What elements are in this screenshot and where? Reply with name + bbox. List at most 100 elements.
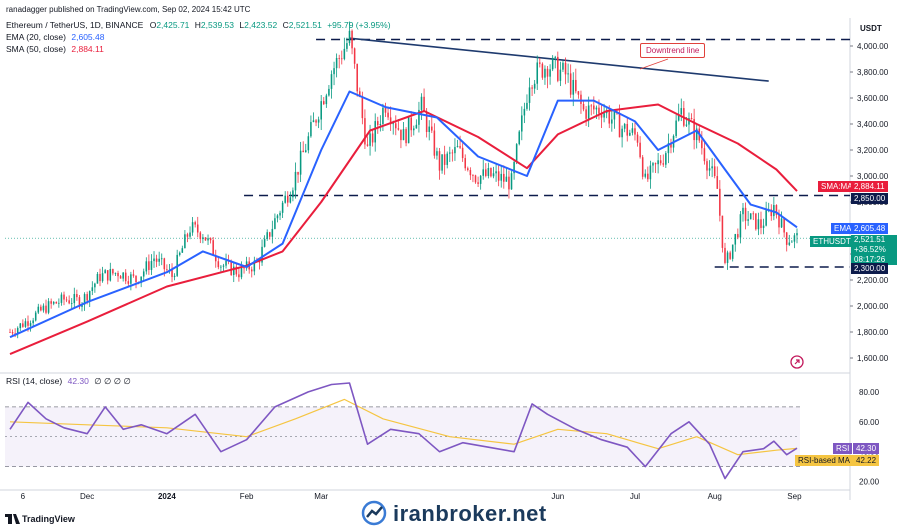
candle-down (45, 305, 47, 313)
candle-up (436, 151, 438, 156)
candle-down (729, 252, 731, 259)
candle-down (315, 120, 317, 123)
candle-down (397, 128, 400, 130)
candle-down (410, 117, 412, 131)
candle-down (204, 237, 207, 241)
candle-up (32, 320, 34, 324)
candle-down (469, 170, 472, 176)
candle-up (479, 175, 482, 184)
candle-up (261, 246, 263, 263)
candle-down (641, 157, 644, 177)
candle-down (14, 333, 16, 335)
candle-down (65, 299, 68, 301)
candle-up (510, 173, 513, 190)
candle-down (400, 129, 402, 141)
candle-down (99, 273, 101, 282)
candle-up (492, 173, 495, 177)
candle-down (135, 275, 137, 283)
candle-down (443, 154, 446, 165)
candle-up (184, 234, 186, 249)
candle-up (24, 321, 27, 327)
candle-up (379, 123, 382, 126)
candle-up (695, 128, 698, 141)
candle-up (675, 120, 677, 136)
candle-down (356, 63, 358, 92)
rsi-legend-value: 42.30 (67, 376, 89, 386)
candle-up (276, 215, 279, 219)
candle-down (485, 169, 487, 176)
candle-up (83, 294, 86, 305)
candle-down (186, 234, 189, 237)
candle-up (515, 144, 518, 162)
candle-up (747, 219, 749, 221)
candle-up (644, 173, 647, 177)
candle-down (364, 118, 366, 145)
time-tick-label: Dec (80, 492, 94, 501)
candle-up (220, 266, 222, 268)
candle-down (497, 171, 500, 181)
indicator-settings-icon[interactable] (790, 355, 804, 369)
candle-up (328, 88, 330, 96)
candle-down (783, 218, 785, 233)
candle-down (785, 232, 788, 245)
candle-down (752, 213, 755, 215)
ema-legend[interactable]: EMA (20, close) 2,605.48 (6, 32, 104, 42)
candle-up (739, 214, 742, 238)
candle-up (446, 153, 449, 165)
candle-up (202, 237, 204, 240)
candle-up (726, 252, 729, 263)
candle-down (590, 105, 593, 107)
candle-up (266, 232, 268, 239)
candle-up (173, 275, 176, 277)
candle-down (250, 269, 253, 272)
candle-down (755, 213, 757, 230)
candle-down (508, 176, 510, 190)
candle-down (490, 168, 492, 177)
candle-up (665, 153, 667, 165)
candle-up (271, 228, 274, 237)
rsi-ma-value-tag: 42.22 (853, 455, 880, 466)
candle-down (425, 111, 428, 132)
candle-down (297, 171, 299, 175)
candle-up (158, 258, 160, 262)
last-price-box: 2,521.51 +36.52% 08:17:26 (851, 235, 897, 265)
candle-up (788, 242, 791, 245)
candle-up (528, 87, 531, 103)
candle-down (112, 269, 114, 274)
candle-up (762, 225, 765, 228)
currency-label[interactable]: USDT (860, 24, 882, 33)
symbol-legend[interactable]: Ethereum / TetherUS, 1D, BINANCE O2,425.… (6, 20, 391, 30)
candle-up (621, 128, 623, 138)
candle-down (196, 224, 199, 233)
candle-down (477, 182, 479, 184)
rsi-panel (5, 406, 800, 468)
price-tick-label: 1,600.00 (857, 354, 889, 363)
candle-up (652, 163, 654, 166)
sma50-line (9, 103, 798, 356)
candle-down (371, 133, 374, 143)
last-price: 2,521.51 (854, 235, 886, 244)
candle-up (178, 252, 181, 255)
candle-up (454, 147, 456, 154)
time-tick-label: Sep (787, 492, 802, 501)
candle-up (225, 260, 227, 266)
candle-down (230, 261, 232, 276)
candle-up (611, 119, 613, 124)
rsi-legend[interactable]: RSI (14, close) 42.30 ∅ ∅ ∅ ∅ (6, 376, 131, 387)
candle-down (9, 332, 11, 333)
candle-up (19, 323, 22, 329)
candle-up (37, 306, 40, 313)
candle-up (153, 258, 155, 262)
sma-legend[interactable]: SMA (50, close) 2,884.11 (6, 44, 104, 54)
horizontal-levels (5, 37, 850, 268)
candle-up (613, 111, 616, 120)
candle-down (124, 272, 127, 282)
candle-up (263, 238, 266, 247)
candle-down (546, 68, 549, 77)
candle-down (387, 112, 389, 118)
candle-down (737, 234, 739, 238)
candle-down (22, 323, 24, 327)
candle-up (449, 152, 451, 154)
candle-up (145, 261, 148, 272)
tradingview-brand[interactable]: TradingView (22, 514, 75, 524)
